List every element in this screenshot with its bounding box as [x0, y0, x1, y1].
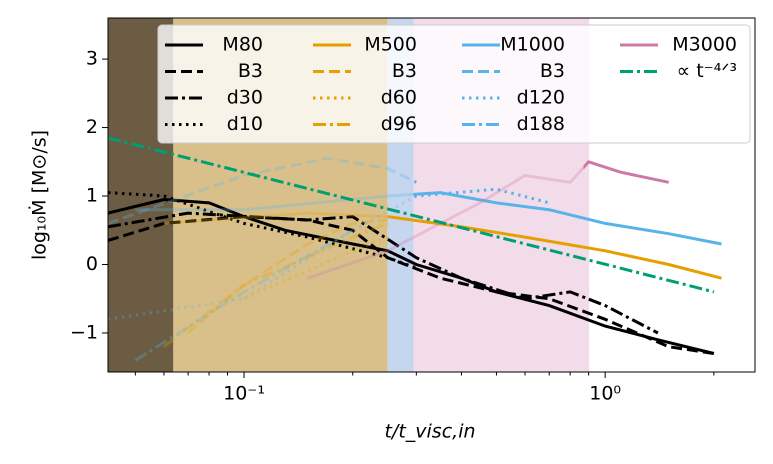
legend-label: M3000: [672, 34, 737, 56]
series-line: [108, 187, 550, 321]
series-line: [134, 228, 354, 362]
series-line: [307, 160, 670, 280]
y-tick-label: 2: [86, 116, 98, 138]
legend-label: d10: [227, 113, 263, 135]
legend-label: d96: [381, 113, 417, 135]
y-tick-label: 1: [86, 185, 98, 207]
x-tick-label: 10⁻¹: [223, 383, 265, 405]
x-tick-label: 10⁰: [589, 383, 621, 405]
legend-label: d120: [517, 87, 565, 109]
legend: [157, 24, 751, 144]
plot-frame: [107, 17, 756, 373]
series-line: [108, 211, 659, 335]
series-line: [108, 197, 715, 355]
lines: [108, 136, 722, 362]
x-axis-label: t/t_visc,in: [384, 421, 475, 443]
legend-label: M80: [222, 34, 263, 56]
series-line: [108, 136, 715, 294]
series-line: [163, 211, 722, 280]
legend-label: M1000: [500, 34, 565, 56]
legend-label: B3: [392, 60, 417, 82]
series-line: [135, 191, 722, 246]
y-tick-label: 3: [86, 48, 98, 70]
legend-label: M500: [364, 34, 417, 56]
y-tick-label: −1: [70, 321, 98, 343]
legend-label: d60: [381, 87, 417, 109]
legend-label: ∝ t⁻⁴ᐟ³: [677, 60, 737, 82]
legend-label: B3: [238, 60, 263, 82]
axes: −1 0 1 2 3 10⁻¹ 10⁰: [70, 48, 715, 405]
legend-label: d188: [517, 113, 565, 135]
legend-label: B3: [540, 60, 565, 82]
series-line: [108, 156, 417, 225]
y-axis-label: log₁₀Ṁ [M⊙/s]: [28, 130, 51, 260]
legend-entries: M80 B3 d30 d10 M500 B3 d60 d96 M1000 B3 d120 d188 M3…: [165, 34, 737, 135]
legend-label: d30: [227, 87, 263, 109]
y-tick-label: 0: [86, 253, 98, 275]
